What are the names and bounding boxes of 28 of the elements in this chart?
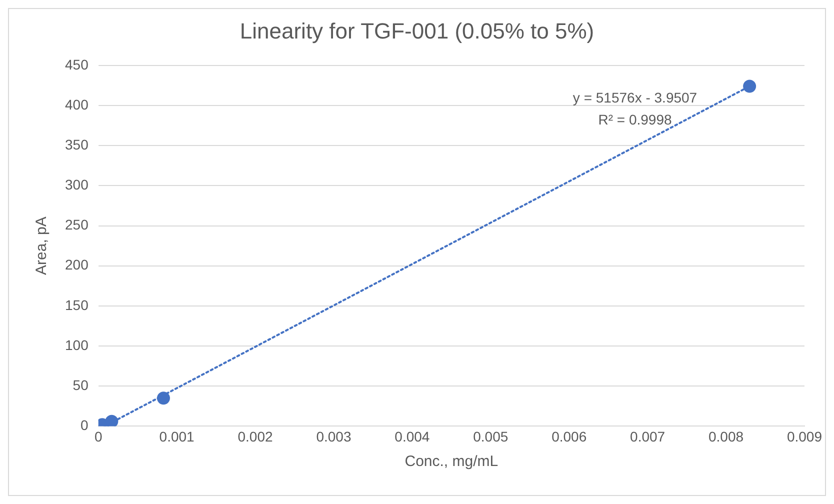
- x-tick-label: 0.001: [159, 428, 195, 444]
- y-axis-title: Area, pA: [33, 216, 50, 275]
- annotation: y = 51576x - 3.9507: [572, 89, 698, 106]
- y-tick-label: 400: [65, 96, 89, 112]
- y-tick-label: 150: [65, 296, 89, 313]
- y-tick-label: 100: [65, 336, 89, 353]
- chart-title: Linearity for TGF-001 (0.05% to 5%): [240, 18, 594, 44]
- x-tick-label: 0.009: [786, 428, 822, 444]
- y-tick-label: 450: [65, 56, 89, 72]
- annotation: R² = 0.9998: [598, 111, 672, 128]
- point: [156, 392, 170, 405]
- x-tick-label: 0.007: [630, 428, 666, 444]
- y-tick-label: 250: [65, 216, 89, 233]
- x-tick-label: 0.006: [552, 428, 587, 444]
- point: [105, 414, 118, 426]
- y-tick-label: 0: [80, 417, 89, 434]
- point: [743, 80, 756, 93]
- x-tick-label: 0.008: [708, 428, 744, 444]
- x-tick-label: 0.004: [394, 428, 430, 444]
- x-tick-label: 0.003: [316, 428, 352, 444]
- y-tick-label: 350: [65, 136, 89, 152]
- y-tick-label: 200: [65, 256, 89, 273]
- x-tick-label: 0.002: [238, 428, 273, 444]
- y-tick-label: 300: [65, 176, 89, 193]
- x-tick-label: 0: [94, 428, 102, 444]
- x-tick-label: 0.005: [473, 428, 508, 444]
- y-tick-label: 50: [72, 376, 89, 393]
- x-axis-title: Conc., mg/mL: [404, 453, 498, 470]
